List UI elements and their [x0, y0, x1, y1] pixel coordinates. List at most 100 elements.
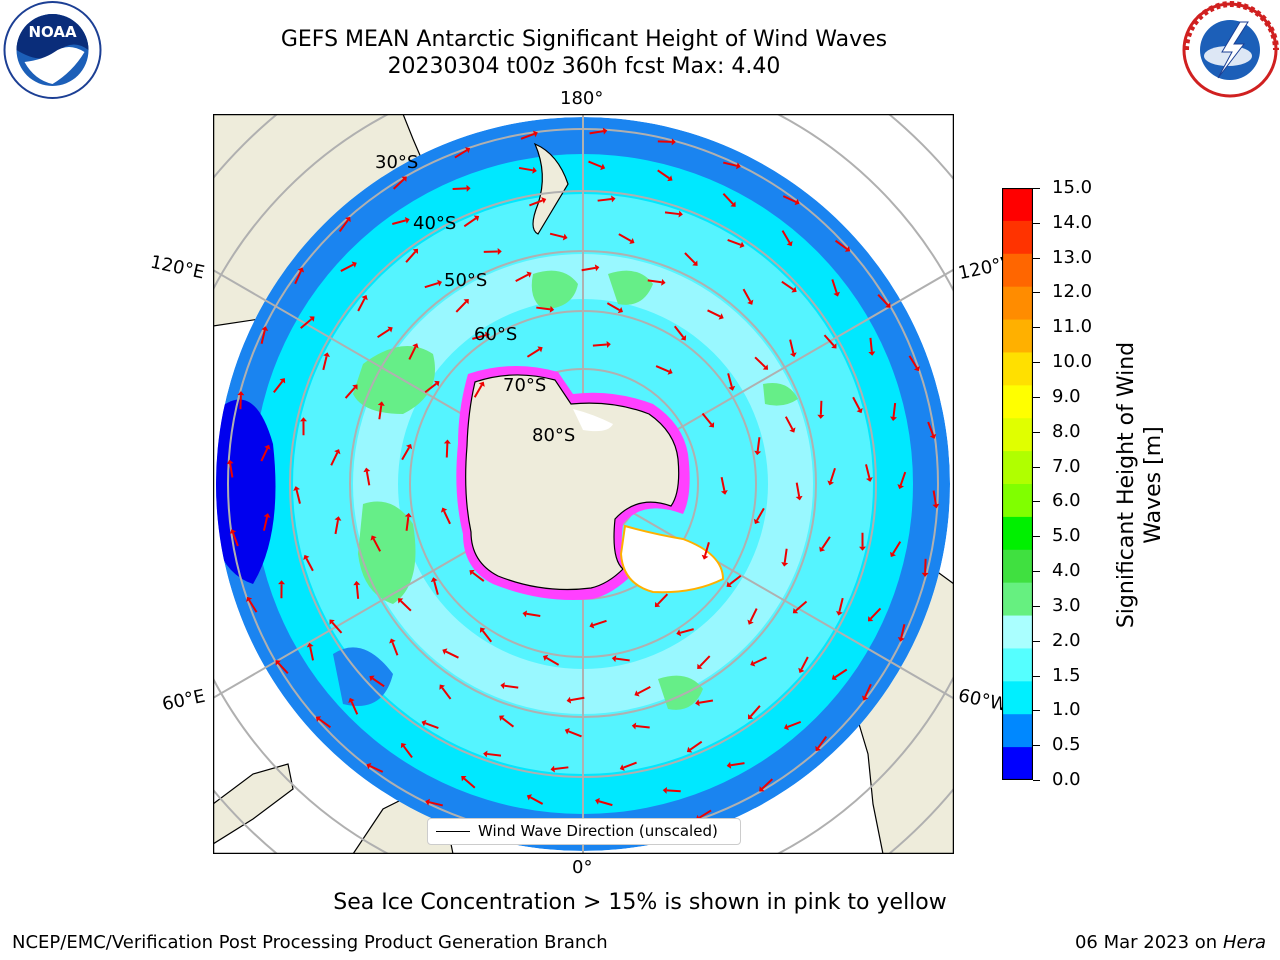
colorbar-tick-mark: [1033, 571, 1040, 573]
colorbar-label-line1: Significant Height of Wind: [1114, 341, 1139, 629]
colorbar-tick-label: 12.0: [1052, 281, 1093, 303]
wind-arrow: [454, 149, 468, 159]
wind-arrow: [899, 471, 907, 486]
wind-arrow: [730, 762, 745, 767]
wind-arrow: [273, 380, 284, 394]
wind-arrow-head: [831, 674, 838, 681]
wind-arrow: [877, 293, 889, 306]
wind-arrow: [570, 696, 585, 702]
wind-arrow: [742, 288, 752, 302]
wind-arrow-head: [798, 667, 805, 673]
wind-arrow: [452, 187, 467, 191]
wind-arrow: [455, 301, 467, 313]
wind-arrow-head: [861, 695, 869, 701]
colorbar-tick-mark: [1033, 466, 1040, 468]
wind-arrow-head: [753, 518, 760, 524]
colorbar-label: Significant Height of Wind Waves [m]: [1113, 342, 1167, 628]
colorbar-tick-mark: [1033, 396, 1040, 398]
wind-arrow: [554, 766, 569, 771]
colorbar-segment: [1002, 615, 1033, 649]
wind-arrow-head: [718, 313, 724, 320]
wind-arrow: [666, 789, 681, 793]
wind-arrow: [529, 796, 544, 805]
wind-arrow: [344, 386, 356, 399]
wind-arrow-head: [739, 241, 745, 249]
wind-arrow: [869, 337, 873, 352]
colorbar-tick-mark: [1033, 431, 1040, 433]
wind-arrow-head: [781, 562, 789, 567]
plot-subtitle: 20230304 t00z 360h fcst Max: 4.40: [387, 54, 781, 79]
wind-arrow: [795, 482, 801, 497]
wind-arrow-head: [728, 385, 736, 391]
colorbar-segment: [1002, 549, 1033, 584]
wind-arrow: [615, 657, 630, 662]
wind-arrow: [754, 356, 766, 368]
wind-arrow-head: [323, 352, 330, 358]
wind-arrow: [378, 405, 383, 420]
wind-arrow-head: [929, 433, 937, 439]
antarctica: [456, 365, 725, 600]
wind-arrow: [334, 519, 339, 535]
wind-arrow: [834, 239, 848, 250]
wind-arrow-head: [345, 216, 351, 223]
wind-arrow: [831, 279, 838, 294]
wind-arrow: [870, 607, 882, 620]
wind-arrow-head: [754, 450, 762, 456]
wind-arrow-head: [792, 607, 799, 614]
colorbar-segment: [1002, 352, 1033, 386]
wind-arrow-head: [680, 335, 687, 341]
wind-arrow-head: [831, 343, 837, 349]
wind-arrow: [657, 169, 670, 180]
wind-arrow-head: [439, 684, 445, 690]
wind-arrow-head: [497, 247, 502, 255]
wind-arrow-head: [594, 264, 600, 272]
footer-date: 06 Mar 2023 on Hera: [1075, 932, 1266, 953]
colorbar-segment: [1002, 484, 1033, 518]
wind-arrow: [701, 412, 713, 425]
wind-arrow-head: [747, 299, 754, 305]
wind-arrow: [424, 722, 439, 729]
lon-label-120e: 120°E: [148, 251, 207, 284]
wind-arrow: [529, 199, 543, 207]
wind-arrow-head: [329, 619, 335, 625]
wind-arrow: [699, 655, 711, 667]
colorbar-border: [1002, 188, 1033, 780]
wind-arrow-head: [549, 305, 555, 313]
wind-arrow: [865, 464, 871, 479]
wind-arrow-head: [443, 439, 451, 444]
wind-arrow-head: [461, 775, 467, 782]
wind-arrow: [838, 597, 844, 613]
wind-arrow: [526, 348, 540, 358]
wind-arrow-head: [921, 572, 929, 577]
wind-arrow: [698, 699, 714, 704]
colorbar-segment: [1002, 714, 1033, 748]
wind-arrow-head: [859, 546, 867, 551]
wind-arrow-head: [397, 598, 404, 604]
wind-arrow: [355, 584, 360, 599]
colorbar-tick-label: 8.0: [1052, 420, 1081, 442]
footer-date-text: 06 Mar 2023 on: [1074, 932, 1218, 953]
wind-arrow: [852, 396, 861, 411]
wind-arrow: [598, 800, 613, 807]
colorbar-tick-label: 6.0: [1052, 490, 1081, 512]
nws-logo: [1182, 1, 1279, 98]
wind-arrow-head: [889, 551, 896, 557]
wind-arrow-head: [315, 716, 322, 722]
wind-arrow: [402, 745, 413, 759]
wind-arrow: [526, 612, 541, 618]
wind-arrow-head: [363, 467, 371, 473]
colorbar-tick-label: 1.0: [1052, 699, 1081, 721]
colorbar-tick-label: 3.0: [1052, 594, 1081, 616]
colorbar-tick-label: 13.0: [1052, 246, 1093, 268]
wind-arrow: [637, 685, 651, 695]
wind-arrow-head: [606, 340, 611, 348]
wind-arrow: [322, 355, 328, 371]
wind-arrow: [472, 571, 485, 582]
colorbar-tick-label: 9.0: [1052, 385, 1081, 407]
colorbar-segment: [1002, 220, 1033, 255]
lat-label-60s: 60°S: [474, 324, 518, 345]
wind-arrow-head: [499, 715, 505, 721]
wind-arrow-head: [720, 490, 728, 495]
wind-arrow: [795, 600, 808, 612]
wind-arrow-head: [478, 381, 485, 387]
